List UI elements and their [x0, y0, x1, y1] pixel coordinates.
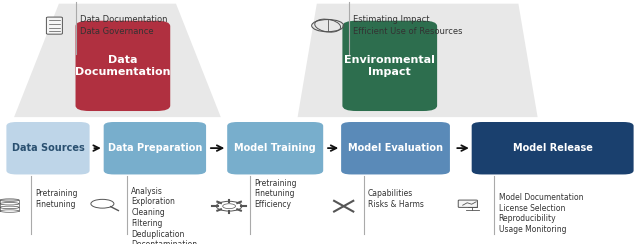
Text: Estimating Impact
Efficient Use of Resources: Estimating Impact Efficient Use of Resou…: [353, 15, 463, 36]
FancyBboxPatch shape: [458, 200, 477, 207]
Text: Model Training: Model Training: [234, 143, 316, 153]
FancyBboxPatch shape: [47, 17, 63, 34]
Text: Analysis
Exploration
Cleaning
Filtering
Deduplication
Decontamination
Auditing: Analysis Exploration Cleaning Filtering …: [131, 187, 197, 244]
FancyBboxPatch shape: [227, 122, 323, 174]
Polygon shape: [14, 4, 221, 117]
Text: Model Evaluation: Model Evaluation: [348, 143, 443, 153]
Text: Model Release: Model Release: [513, 143, 593, 153]
Polygon shape: [298, 4, 538, 117]
Ellipse shape: [0, 199, 19, 201]
Text: Data Preparation: Data Preparation: [108, 143, 202, 153]
Text: Environmental
Impact: Environmental Impact: [344, 55, 435, 77]
FancyBboxPatch shape: [472, 122, 634, 174]
FancyBboxPatch shape: [76, 21, 170, 111]
Text: Pretraining
Finetuning
Efficiency: Pretraining Finetuning Efficiency: [254, 179, 296, 209]
Text: Pretraining
Finetuning: Pretraining Finetuning: [35, 189, 77, 209]
FancyBboxPatch shape: [6, 122, 90, 174]
Text: Model Documentation
License Selection
Reproducibility
Usage Monitoring: Model Documentation License Selection Re…: [499, 193, 583, 234]
Text: Data Documentation
Data Governance: Data Documentation Data Governance: [80, 15, 168, 36]
FancyBboxPatch shape: [341, 122, 450, 174]
Text: Data
Documentation: Data Documentation: [75, 55, 171, 77]
FancyBboxPatch shape: [342, 21, 437, 111]
Text: Capabilities
Risks & Harms: Capabilities Risks & Harms: [368, 189, 424, 209]
Text: Data Sources: Data Sources: [12, 143, 84, 153]
FancyBboxPatch shape: [104, 122, 206, 174]
